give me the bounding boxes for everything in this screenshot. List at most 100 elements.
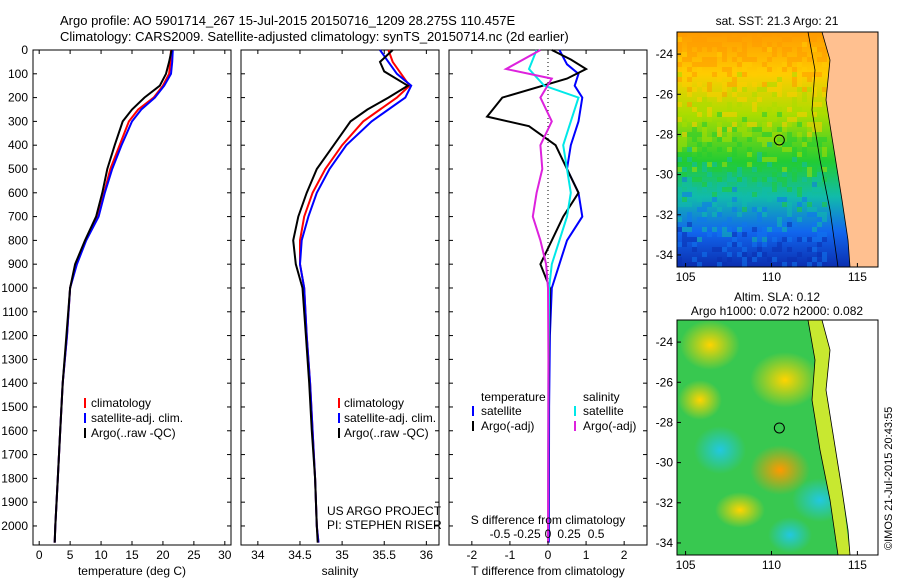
lat-tick-label: -34 [656, 248, 674, 262]
salinity-panel: 34 34.5 35 35.5 36 salinity climatology sate… [240, 49, 442, 578]
temperature-panel: 0100200300400500600700800900100011001200… [1, 43, 647, 578]
sla-map-title1: Altim. SLA: 0.12 [734, 290, 820, 304]
lat-tick-label: -24 [656, 335, 674, 349]
legend-argo-label: Argo(..raw -QC) [91, 426, 176, 440]
depth-tick-label: 500 [8, 162, 28, 176]
sst-map-title: sat. SST: 21.3 Argo: 21 [716, 14, 839, 28]
shelf-region [808, 320, 850, 555]
series-line-argo-raw-qc- [53, 49, 173, 543]
depth-tick-label: 300 [8, 114, 28, 128]
depth-tick-label: 1600 [1, 424, 28, 438]
legend-argo-label: Argo(..raw -QC) [344, 426, 429, 440]
depth-tick-label: 800 [8, 233, 28, 247]
lat-tick-label: -32 [656, 496, 674, 510]
lat-tick-label: -34 [656, 536, 674, 550]
x-tick-label: 25 [187, 548, 201, 562]
argo-float-marker [773, 134, 785, 146]
lat-tick-label: -30 [656, 456, 674, 470]
lat-tick-label: -26 [656, 87, 674, 101]
legend-climatology-label: climatology [344, 396, 404, 410]
x-tick-label: 0 [545, 548, 552, 562]
legend-t-argo-label: Argo(-adj) [481, 419, 534, 433]
lon-tick-label: 105 [676, 558, 696, 572]
s-tick-label: -0.5 [490, 527, 511, 541]
legend-s-satellite-label: satellite [583, 404, 624, 418]
sla-map-title2: Argo h1000: 0.072 h2000: 0.082 [691, 304, 863, 318]
depth-tick-label: 100 [8, 67, 28, 81]
series-line-salinity-argo-adj- [503, 49, 554, 543]
depth-tick-label: 1700 [1, 448, 28, 462]
depth-tick-label: 200 [8, 91, 28, 105]
lat-tick-label: -30 [656, 168, 674, 182]
s-difference-label: S difference from climatology [471, 513, 626, 527]
legend-t-satellite-label: satellite [481, 404, 522, 418]
bathymetry-contour [807, 32, 839, 267]
lat-tick-label: -24 [656, 47, 674, 61]
sst-map-panel: sat. SST: 21.3 Argo: 21 105 110 115 -24 -26 -… [656, 14, 879, 284]
argo-float-marker [773, 422, 785, 434]
header-line1: Argo profile: AO 5901714_267 15-Jul-2015… [60, 13, 515, 28]
x-tick-label: 5 [67, 548, 74, 562]
depth-tick-label: 1500 [1, 400, 28, 414]
x-tick-label: 1 [583, 548, 590, 562]
x-tick-label: 36 [420, 548, 434, 562]
x-tick-label: 2 [621, 548, 628, 562]
salinity-xlabel: salinity [322, 564, 359, 578]
depth-tick-label: 1900 [1, 495, 28, 509]
temperature-axes-box [32, 49, 232, 546]
s-tick-label: 0 [545, 527, 552, 541]
lon-tick-label: 115 [848, 270, 867, 284]
depth-tick-label: 900 [8, 257, 28, 271]
temperature-xlabel: temperature (deg C) [78, 564, 186, 578]
lat-tick-label: -32 [656, 208, 674, 222]
difference-panel: -2 -1 0 1 2 -0.5 -0.25 0 0.25 0.5 S difference fr… [448, 49, 648, 578]
legend-satellite-label: satellite-adj. clim. [344, 411, 436, 425]
s-tick-label: 0.25 [557, 527, 581, 541]
lat-tick-label: -28 [656, 415, 674, 429]
series-line-temperature-argo-adj- [485, 49, 589, 543]
lon-tick-label: 105 [676, 270, 696, 284]
x-tick-label: -1 [505, 548, 516, 562]
bathymetry-contour [807, 320, 839, 555]
depth-tick-label: 700 [8, 210, 28, 224]
pi-annotation: PI: STEPHEN RISER [327, 518, 442, 532]
depth-tick-label: 400 [8, 138, 28, 152]
lon-tick-label: 115 [848, 558, 867, 572]
series-line-temperature-satellite [547, 49, 584, 543]
land-australia [822, 320, 878, 555]
series-line-satellite-adj-clim- [53, 49, 174, 543]
coastline [821, 320, 851, 555]
depth-tick-label: 1400 [1, 376, 28, 390]
x-tick-label: 35.5 [373, 548, 397, 562]
x-tick-label: 20 [156, 548, 170, 562]
series-line-climatology [299, 49, 411, 543]
series-line-argo-raw-qc- [292, 49, 410, 543]
depth-tick-label: 1800 [1, 471, 28, 485]
lon-tick-label: 110 [762, 270, 781, 284]
lat-tick-label: -26 [656, 375, 674, 389]
legend-temperature-title: temperature [481, 390, 546, 404]
lon-tick-label: 110 [762, 558, 781, 572]
x-tick-label: 10 [94, 548, 108, 562]
depth-tick-label: 2000 [1, 519, 28, 533]
imos-credit: ©IMOS 21-Jul-2015 20:43:55 [883, 407, 895, 550]
s-tick-label: 0.5 [588, 527, 605, 541]
sla-map-panel: Altim. SLA: 0.12 Argo h1000: 0.072 h2000… [656, 290, 879, 572]
salinity-axes-box [240, 49, 440, 546]
x-tick-label: -2 [467, 548, 478, 562]
salinity-legend: climatology satellite-adj. clim. Argo(..… [338, 396, 436, 440]
x-tick-label: 34 [251, 548, 265, 562]
x-tick-label: 0 [36, 548, 43, 562]
x-tick-label: 34.5 [288, 548, 312, 562]
coastline [821, 32, 851, 267]
depth-tick-label: 1300 [1, 352, 28, 366]
project-annotation: US ARGO PROJECT [327, 504, 442, 518]
depth-tick-label: 600 [8, 186, 28, 200]
depth-tick-label: 0 [21, 43, 28, 57]
series-line-salinity-satellite [527, 49, 580, 543]
legend-s-argo-label: Argo(-adj) [583, 419, 636, 433]
series-line-satellite-adj-clim- [298, 49, 413, 543]
header-line2: Climatology: CARS2009. Satellite-adjuste… [60, 29, 569, 44]
temperature-legend: climatology satellite-adj. clim. Argo(..… [84, 396, 183, 440]
